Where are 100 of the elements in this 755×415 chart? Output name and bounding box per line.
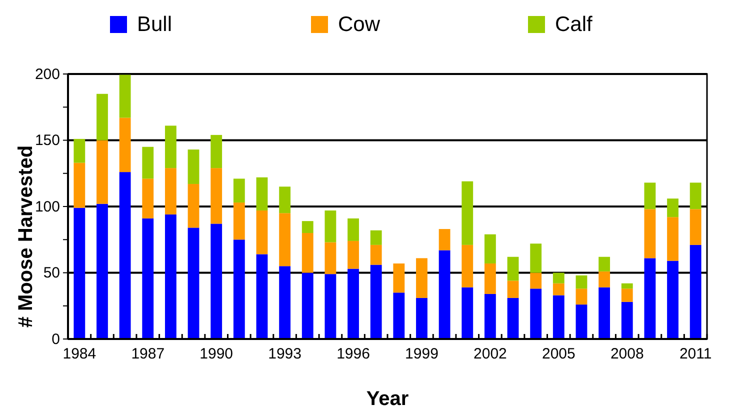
bar [188, 228, 200, 339]
bar [233, 202, 245, 240]
bar [96, 94, 108, 140]
bar [667, 217, 678, 261]
bar [690, 182, 702, 210]
bar [644, 182, 656, 210]
bar [188, 184, 200, 228]
bar [552, 283, 564, 296]
y-tick-label: 200 [34, 66, 60, 83]
bar [552, 272, 564, 284]
bar [348, 268, 359, 339]
bar [210, 224, 222, 339]
y-tick-label: 50 [43, 264, 60, 282]
x-tick-label: 2002 [474, 346, 507, 362]
bar [348, 218, 359, 241]
bar [438, 250, 450, 339]
bar [462, 244, 474, 288]
bar [690, 244, 702, 339]
bar [188, 150, 200, 184]
bar [462, 287, 474, 339]
bar [324, 274, 336, 339]
bar [416, 258, 428, 298]
bar [210, 134, 222, 168]
x-tick-label: 1999 [405, 346, 438, 362]
bar [119, 74, 131, 118]
x-tick-label: 1984 [62, 346, 96, 362]
bar [74, 162, 86, 208]
bar [690, 209, 702, 245]
bar [576, 288, 588, 305]
bar [530, 272, 542, 289]
bar [279, 186, 291, 214]
bar [279, 266, 291, 339]
bar [484, 263, 496, 294]
bar [233, 240, 245, 339]
x-tick-label: 2011 [679, 346, 712, 362]
bar [598, 287, 610, 339]
bar [621, 302, 633, 339]
bar [621, 283, 633, 289]
y-tick-label: 150 [34, 132, 60, 150]
y-axis-title: # Moose Harvested [15, 145, 37, 328]
y-tick-label: 0 [52, 330, 60, 348]
bar [484, 234, 496, 264]
bar [142, 218, 154, 339]
bar [302, 221, 314, 233]
bar [393, 292, 405, 339]
bar [279, 213, 291, 266]
bar [507, 280, 519, 298]
x-tick-label: 2008 [610, 346, 644, 362]
bar [119, 118, 131, 172]
y-tick-label: 100 [34, 198, 60, 216]
bar [256, 210, 268, 254]
bar [438, 229, 450, 250]
bar [530, 244, 542, 273]
bar [302, 233, 314, 273]
bar [119, 172, 131, 339]
bar [667, 198, 678, 218]
bar [142, 146, 154, 179]
x-tick-label: 1993 [268, 346, 302, 362]
bar [530, 288, 542, 339]
bar [164, 168, 176, 214]
x-tick-label: 1996 [336, 346, 370, 362]
bar [667, 260, 678, 339]
bar [74, 138, 86, 163]
x-axis-title: Year [366, 388, 409, 410]
bar [621, 288, 633, 302]
bar [210, 168, 222, 224]
bar [462, 181, 474, 245]
x-tick-label: 1987 [131, 346, 165, 362]
bar [302, 272, 314, 339]
bar [164, 126, 176, 168]
bar [164, 214, 176, 339]
x-tick-label: 1990 [200, 346, 234, 362]
bar [552, 295, 564, 339]
bar [370, 264, 382, 339]
bar [96, 140, 108, 204]
bar [256, 254, 268, 339]
bar [348, 240, 359, 269]
bar [233, 178, 245, 203]
bar [256, 177, 268, 210]
legend-label: Cow [338, 13, 381, 36]
bar [644, 209, 656, 258]
bar [484, 294, 496, 339]
bar [370, 230, 382, 245]
bar [324, 210, 336, 242]
bar [598, 271, 610, 288]
legend-label: Calf [555, 13, 593, 36]
legend-label: Bull [137, 13, 172, 36]
bar [393, 263, 405, 293]
bar [324, 242, 336, 274]
bar [370, 244, 382, 265]
bar [507, 256, 519, 281]
x-tick-label: 2005 [542, 346, 576, 362]
bar [416, 298, 428, 339]
bar [576, 304, 588, 339]
bar [644, 258, 656, 339]
bar [142, 178, 154, 218]
bar [576, 275, 588, 289]
bar [96, 204, 108, 339]
bar [507, 298, 519, 339]
bar [74, 208, 86, 339]
